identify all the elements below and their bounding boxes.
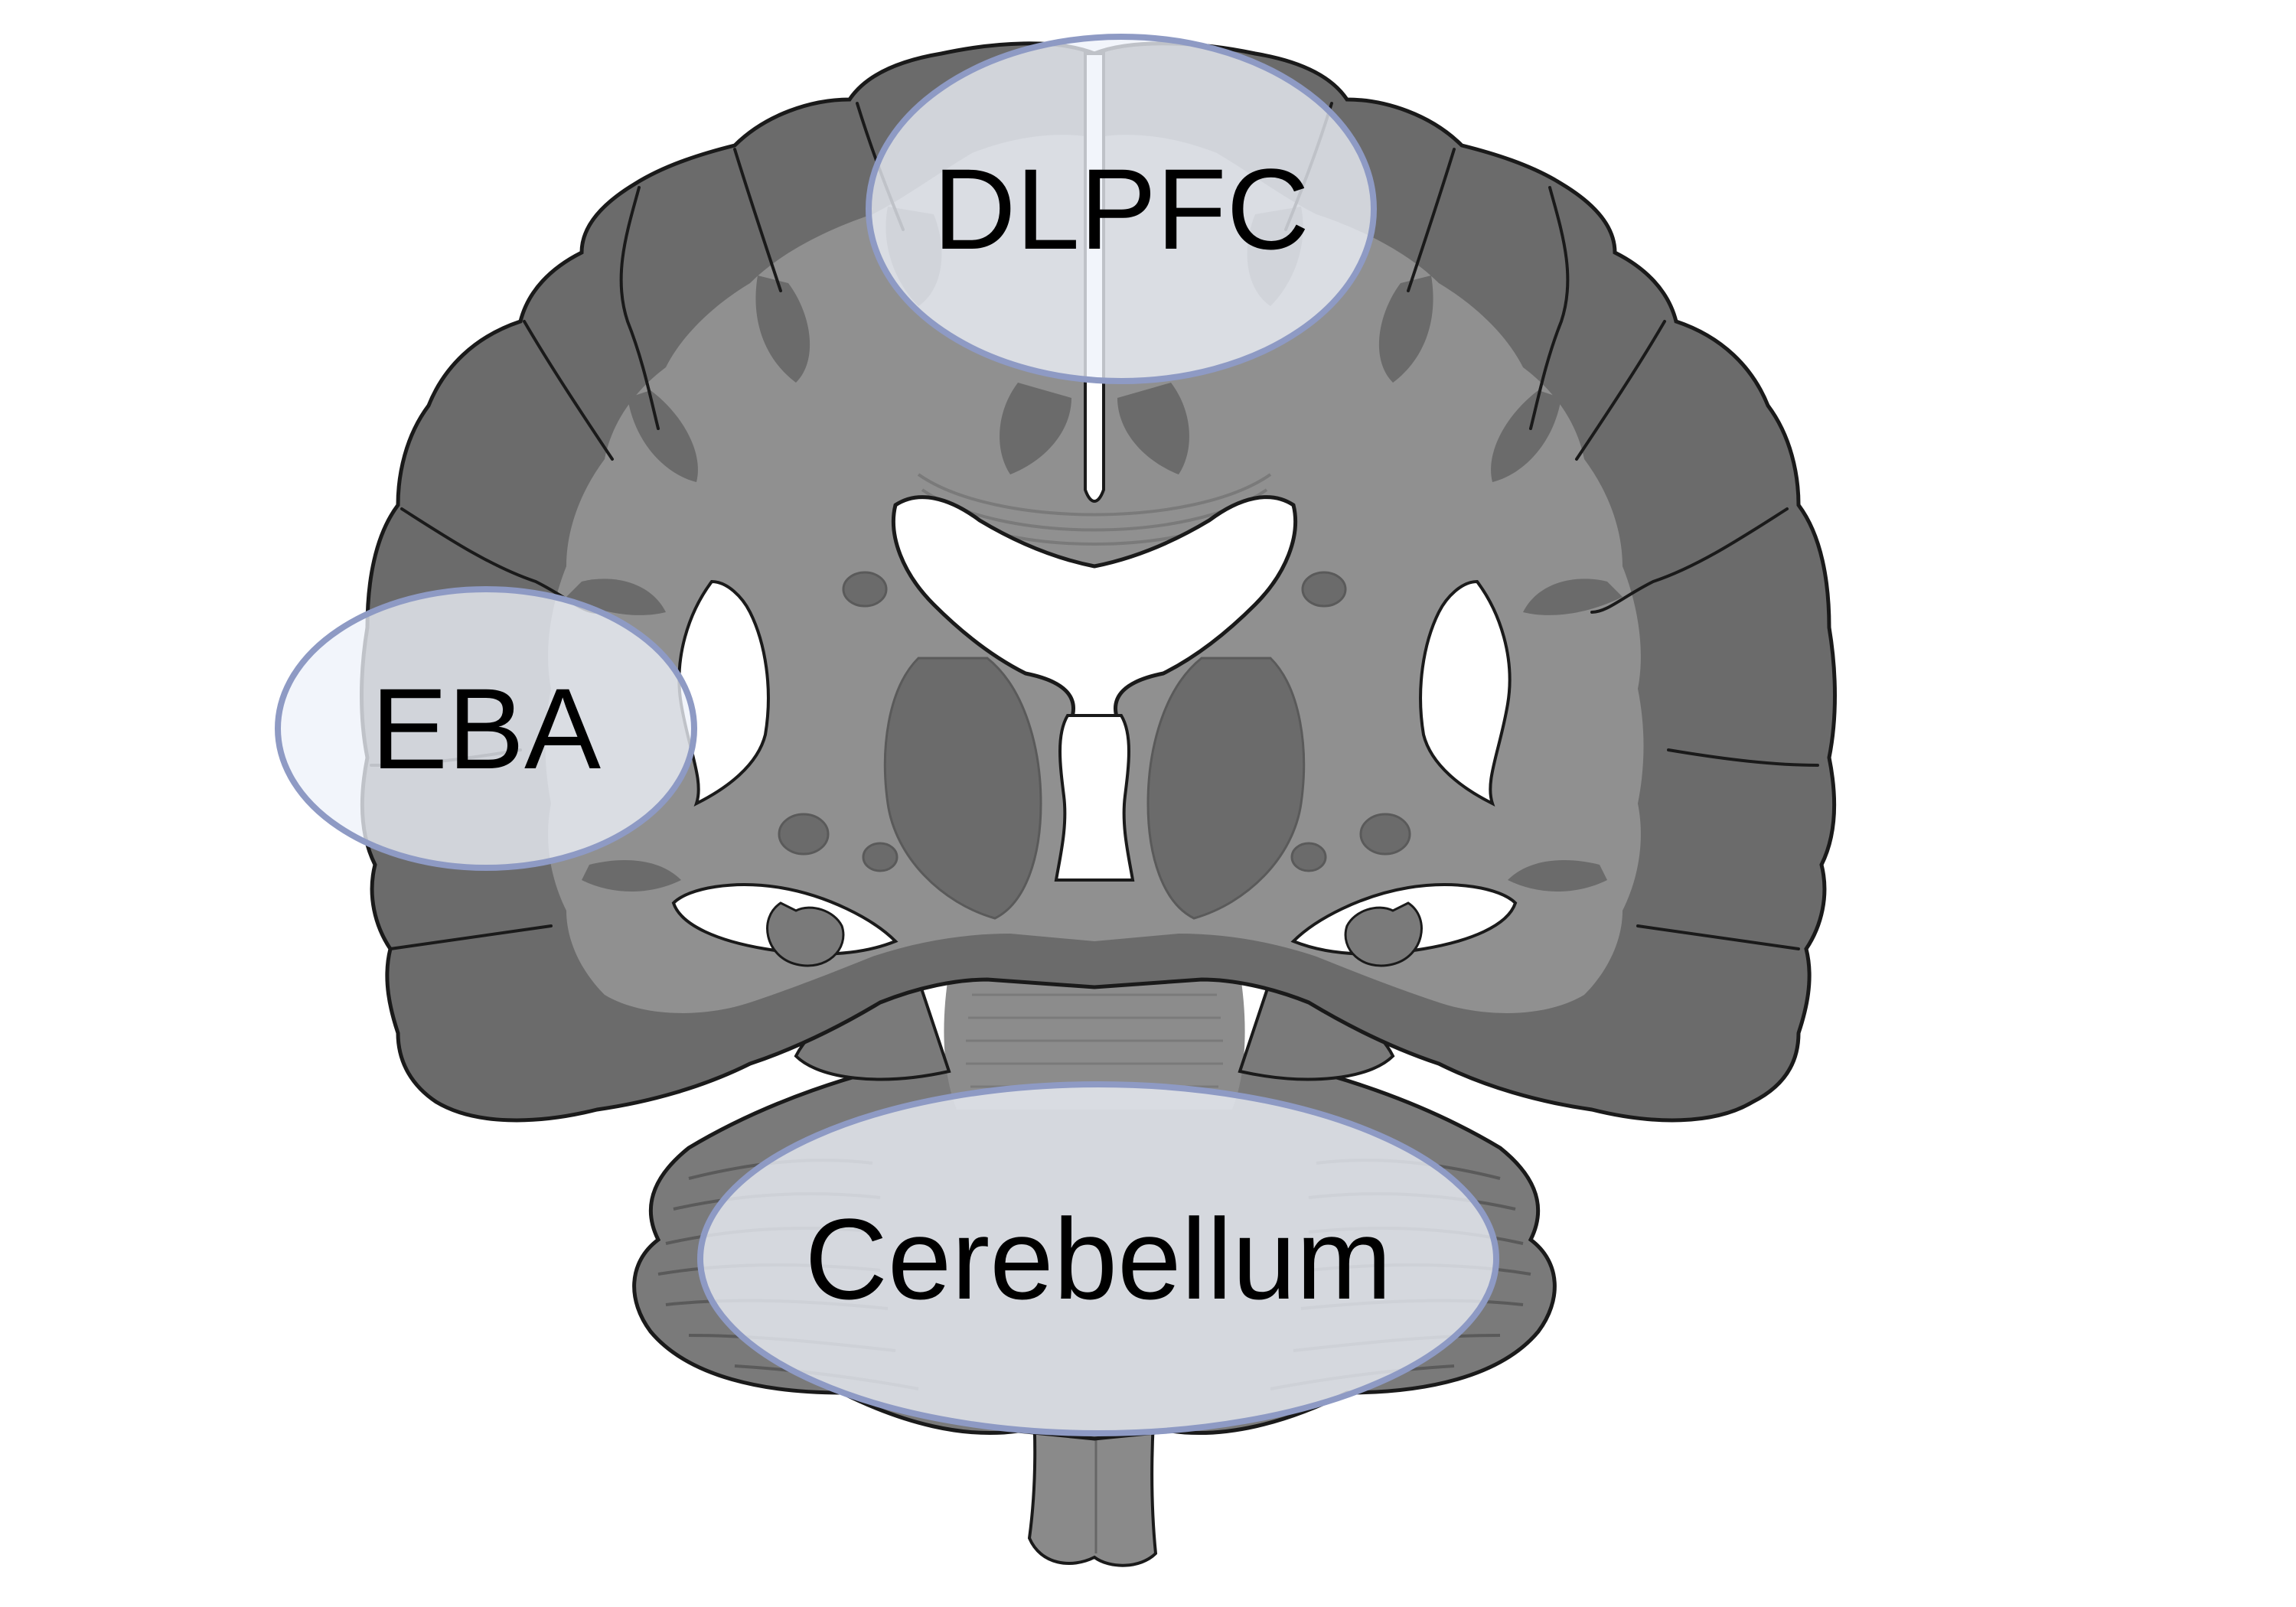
- dlpfc-label: DLPFC: [933, 145, 1309, 273]
- region-cerebellum: Cerebellum: [697, 1081, 1499, 1436]
- eba-highlight: [275, 586, 697, 871]
- region-eba: EBA: [275, 586, 697, 871]
- dlpfc-highlight: [866, 34, 1377, 384]
- cerebrum-anatomy: [360, 41, 1837, 1123]
- eba-label: EBA: [371, 664, 601, 793]
- region-dlpfc: DLPFC: [866, 34, 1377, 384]
- cerebellum-label: Cerebellum: [805, 1195, 1392, 1323]
- cerebellum-highlight: [697, 1081, 1499, 1436]
